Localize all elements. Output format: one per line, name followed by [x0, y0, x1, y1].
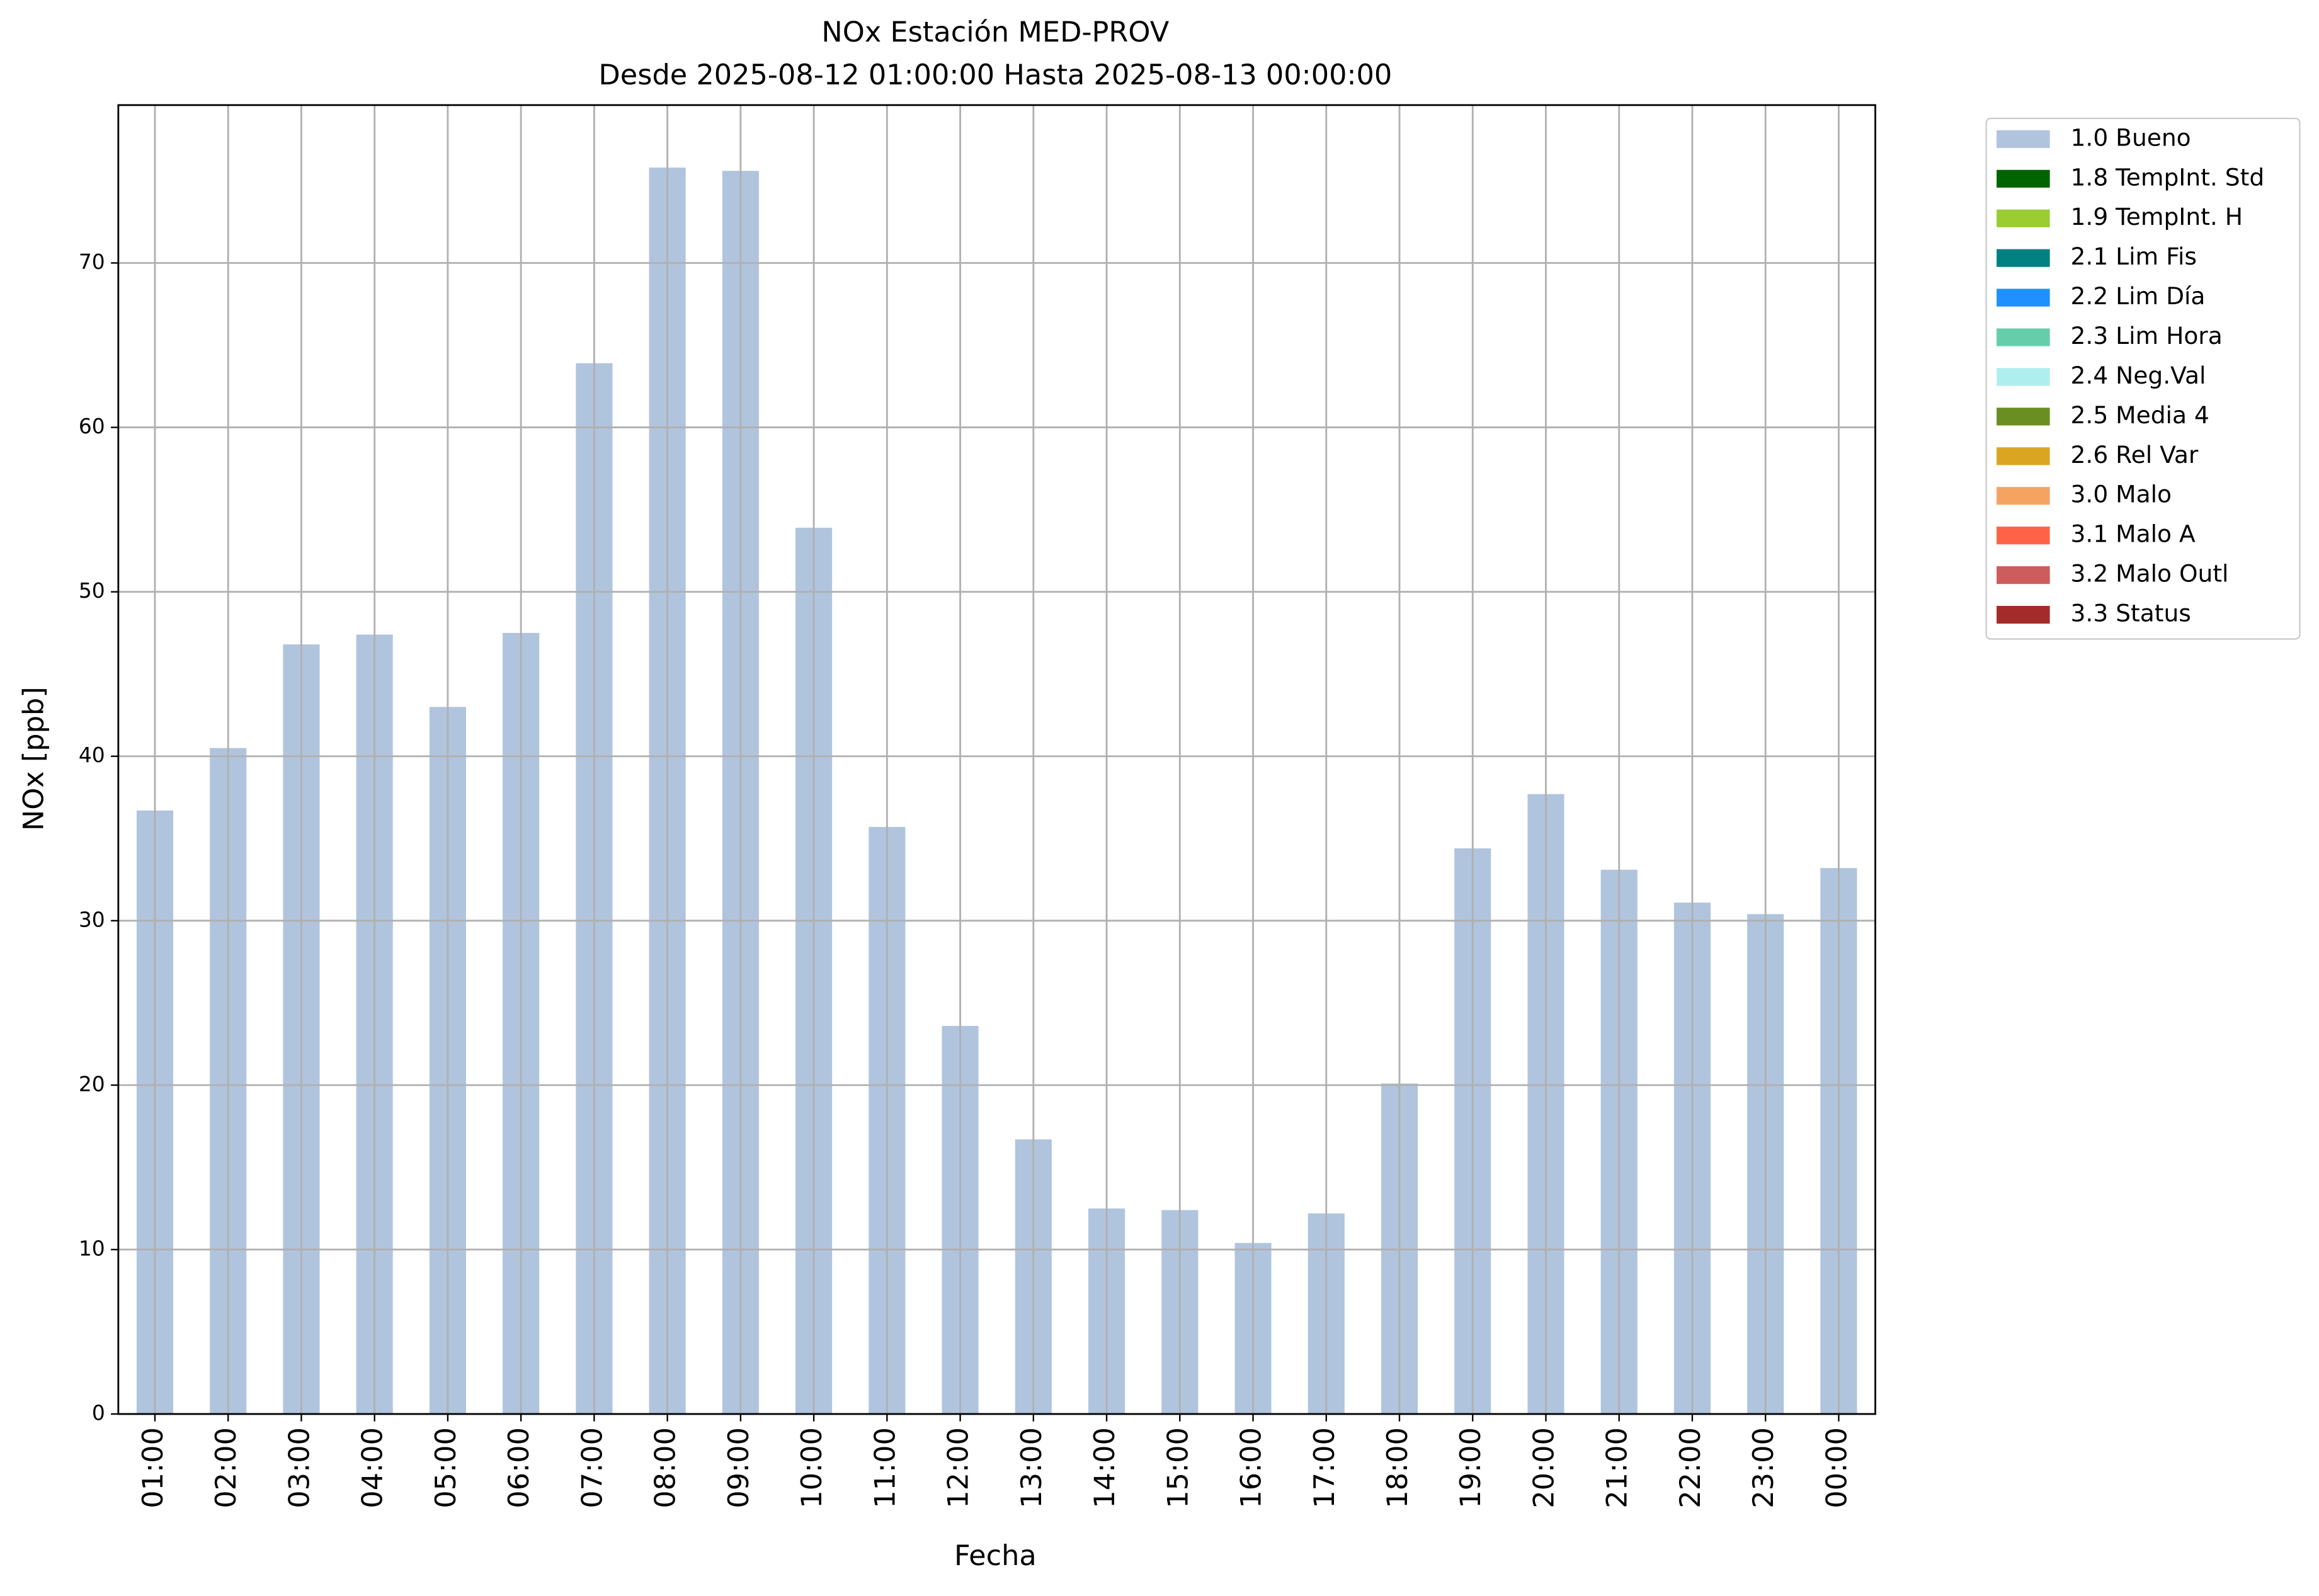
x-tick-label: 07:00 — [576, 1427, 608, 1508]
x-tick-label: 09:00 — [722, 1427, 755, 1508]
legend-swatch — [1997, 566, 2050, 584]
legend-label: 2.6 Rel Var — [2071, 441, 2199, 469]
x-tick-label: 13:00 — [1015, 1427, 1048, 1508]
legend-swatch — [1997, 527, 2050, 545]
legend-label: 3.3 Status — [2071, 600, 2191, 627]
legend-swatch — [1997, 288, 2050, 307]
x-axis-label: Fecha — [954, 1539, 1037, 1572]
legend-label: 3.0 Malo — [2071, 481, 2172, 508]
legend-label: 3.1 Malo A — [2071, 520, 2196, 548]
x-tick-label: 04:00 — [356, 1427, 389, 1508]
x-tick-label: 17:00 — [1308, 1427, 1341, 1508]
legend-swatch — [1997, 605, 2050, 624]
legend-swatch — [1997, 209, 2050, 227]
x-tick-label: 10:00 — [795, 1427, 828, 1508]
y-axis-label: NOx [ppb] — [17, 687, 50, 831]
x-tick-label: 06:00 — [503, 1427, 535, 1508]
x-tick-label: 12:00 — [942, 1427, 975, 1508]
x-tick-label: 08:00 — [649, 1427, 682, 1508]
y-tick-label: 70 — [79, 249, 105, 274]
chart-subtitle: Desde 2025-08-12 01:00:00 Hasta 2025-08-… — [598, 59, 1392, 91]
x-tick-label: 01:00 — [137, 1427, 169, 1508]
legend-label: 1.8 TempInt. Std — [2071, 163, 2265, 191]
x-tick-label: 02:00 — [210, 1427, 242, 1508]
plot-frame — [117, 104, 1876, 1415]
x-tick-label: 18:00 — [1381, 1427, 1414, 1508]
x-tick-label: 05:00 — [430, 1427, 462, 1508]
legend-label: 2.3 Lim Hora — [2071, 322, 2223, 350]
legend-label: 2.1 Lim Fis — [2071, 242, 2197, 270]
x-tick-label: 22:00 — [1674, 1427, 1707, 1508]
y-tick-label: 50 — [79, 578, 105, 603]
legend-label: 3.2 Malo Outl — [2071, 560, 2229, 588]
x-tick-label: 11:00 — [869, 1427, 901, 1508]
legend-swatch — [1997, 328, 2050, 346]
y-tick-label: 0 — [92, 1401, 105, 1425]
x-tick-label: 03:00 — [283, 1427, 316, 1508]
legend-swatch — [1997, 447, 2050, 465]
legend-label: 2.2 Lim Día — [2071, 282, 2206, 310]
x-tick-label: 21:00 — [1601, 1427, 1634, 1508]
x-tick-label: 15:00 — [1161, 1427, 1194, 1508]
x-tick-label: 20:00 — [1527, 1427, 1560, 1508]
y-tick-label: 30 — [79, 907, 105, 932]
legend-swatch — [1997, 169, 2050, 188]
y-tick-label: 60 — [79, 414, 105, 438]
legend-box — [1985, 117, 2301, 640]
y-tick-label: 40 — [79, 743, 105, 767]
legend-label: 1.0 Bueno — [2071, 123, 2191, 151]
legend-label: 2.4 Neg.Val — [2071, 362, 2206, 389]
legend-label: 1.9 TempInt. H — [2071, 203, 2243, 231]
legend-label: 2.5 Media 4 — [2071, 401, 2209, 429]
legend-swatch — [1997, 368, 2050, 386]
x-tick-label: 19:00 — [1454, 1427, 1487, 1508]
x-tick-label: 16:00 — [1235, 1427, 1268, 1508]
legend-swatch — [1997, 487, 2050, 505]
legend-swatch — [1997, 408, 2050, 426]
y-tick-label: 20 — [79, 1071, 105, 1096]
legend-swatch — [1997, 130, 2050, 148]
chart-title: NOx Estación MED-PROV — [821, 16, 1169, 48]
x-tick-label: 14:00 — [1088, 1427, 1121, 1508]
y-tick-label: 10 — [79, 1236, 105, 1260]
x-tick-label: 23:00 — [1747, 1427, 1780, 1508]
legend-swatch — [1997, 249, 2050, 267]
x-tick-label: 00:00 — [1820, 1427, 1853, 1508]
